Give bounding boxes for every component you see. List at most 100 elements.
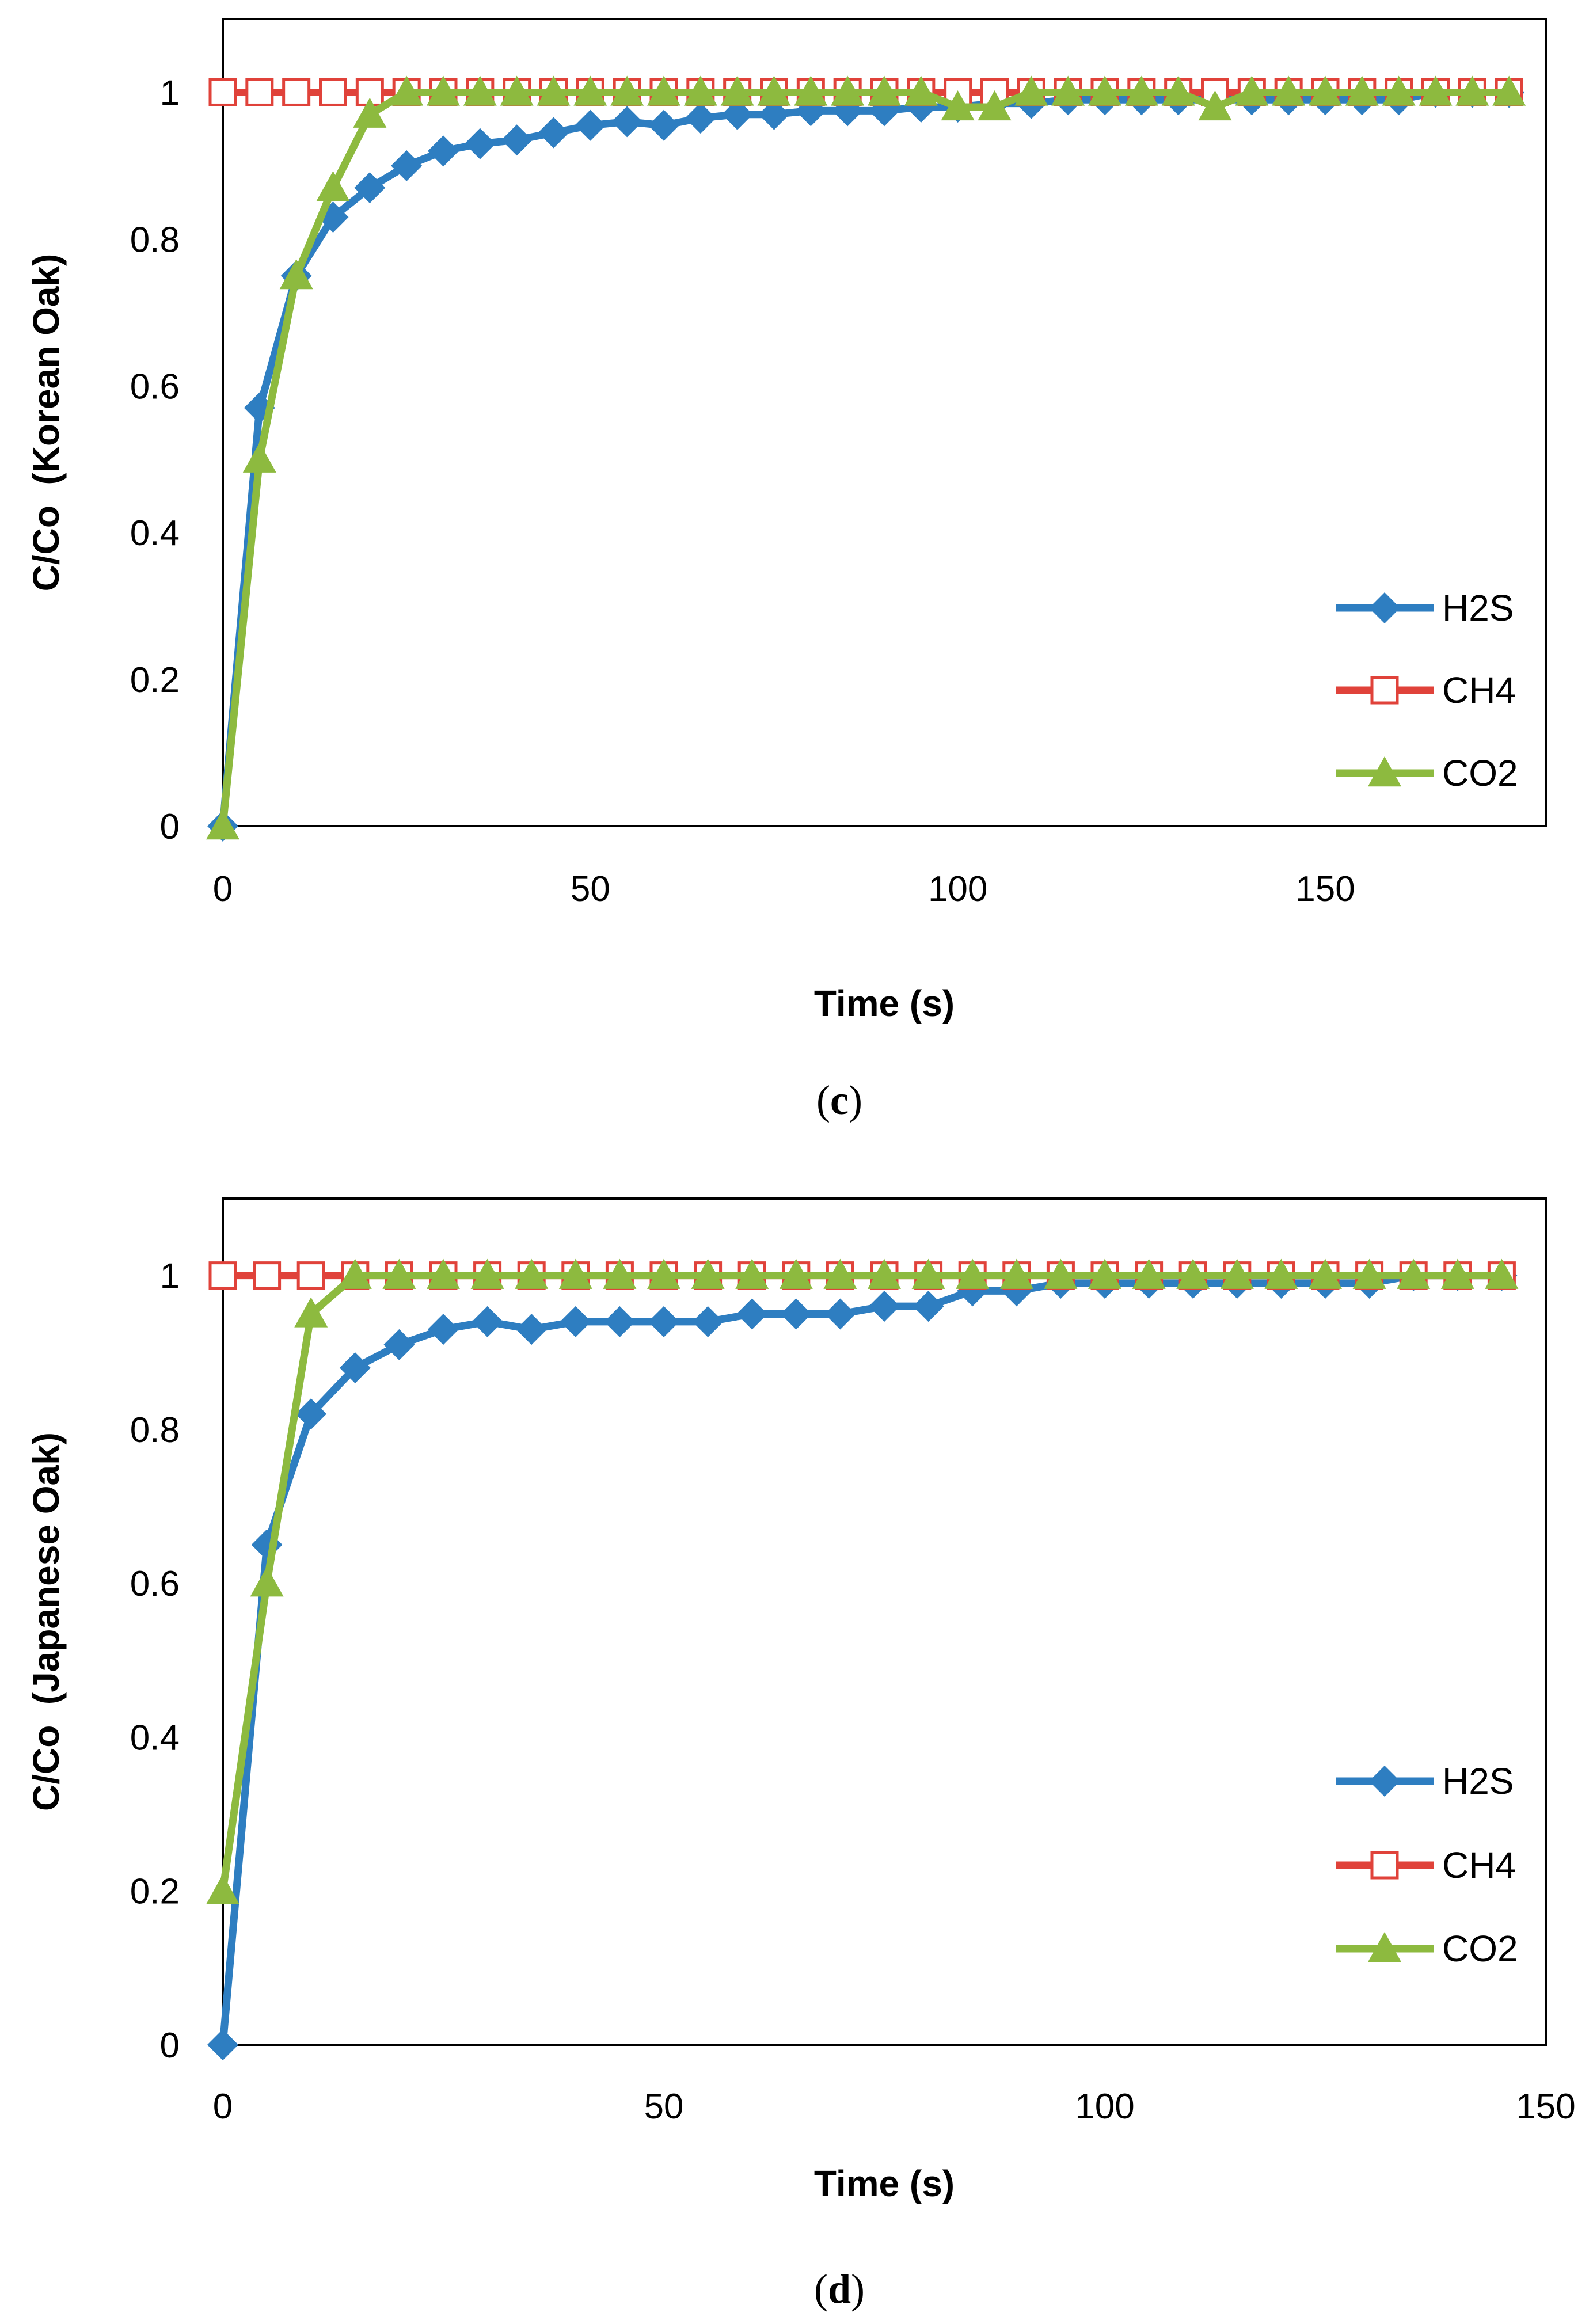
caption-letter: c <box>830 1077 849 1123</box>
series-co2 <box>206 1258 1519 1904</box>
caption-letter: d <box>828 2266 851 2312</box>
data-point-co2 <box>1088 1258 1121 1289</box>
legend-label-ch4: CH4 <box>1442 670 1516 711</box>
data-point-co2 <box>1345 75 1379 106</box>
data-point-h2s <box>721 98 753 130</box>
data-point-co2 <box>911 1258 945 1289</box>
data-point-co2 <box>1124 75 1158 106</box>
data-point-h2s <box>538 117 569 149</box>
data-point-co2 <box>735 1258 769 1289</box>
y-tick-label: 0.4 <box>130 1718 180 1758</box>
legend-label-h2s: H2S <box>1442 587 1514 629</box>
series-line-h2s <box>219 88 1513 830</box>
y-tick-label: 0.4 <box>130 514 180 553</box>
data-point-h2s <box>575 109 606 141</box>
x-tick-label: 150 <box>1516 2087 1575 2127</box>
data-point-h2s <box>648 109 679 141</box>
data-point-h2s <box>692 1306 724 1337</box>
data-point-co2 <box>1198 90 1232 121</box>
legend-marker-co2 <box>1368 1932 1401 1962</box>
data-point-co2 <box>603 1258 637 1289</box>
legend-marker-co2 <box>1368 756 1401 787</box>
caption-close: ) <box>851 2266 865 2312</box>
data-point-co2 <box>831 75 865 106</box>
data-point-co2 <box>279 259 313 290</box>
data-point-co2 <box>1088 75 1121 106</box>
series-line-co2 <box>219 1272 1505 1895</box>
data-point-ch4 <box>319 78 347 106</box>
data-point-h2s <box>207 2029 238 2060</box>
chart-1: 0 0.2 0.4 0.6 0.8 1 0 50 100 150 C/Co (Japanese Oa… <box>25 1197 1576 2312</box>
y-tick-label: 0.6 <box>130 1564 180 1604</box>
data-point-co2 <box>683 75 717 106</box>
plot-area <box>222 18 1547 827</box>
legend: H2S CH4 CO2 <box>1336 587 1518 794</box>
data-point-co2 <box>779 1258 813 1289</box>
chart-0: 0 0.2 0.4 0.6 0.8 1 0 50 100 150 C/Co (Korean Oak)… <box>25 18 1547 1123</box>
data-point-ch4 <box>282 78 311 106</box>
data-point-ch4 <box>208 1261 237 1290</box>
data-point-co2 <box>1485 1258 1519 1289</box>
data-point-co2 <box>956 1258 990 1289</box>
legend-marker-h2s <box>1369 592 1400 623</box>
plot-area <box>222 1197 1547 2046</box>
series-h2s <box>207 77 1525 842</box>
data-point-co2 <box>573 75 607 106</box>
data-point-h2s <box>391 150 423 181</box>
data-point-co2 <box>1051 75 1085 106</box>
series-h2s <box>207 1260 1518 2060</box>
data-point-h2s <box>869 1291 900 1322</box>
legend-label-co2: CO2 <box>1442 1928 1518 1969</box>
data-point-co2 <box>250 1566 284 1597</box>
data-point-h2s <box>472 1306 503 1337</box>
data-point-co2 <box>1161 75 1195 106</box>
data-point-h2s <box>604 1306 636 1337</box>
data-point-co2 <box>1309 1258 1342 1289</box>
data-point-co2 <box>610 75 644 106</box>
data-point-h2s <box>501 124 533 156</box>
y-tick-label: 0 <box>160 807 180 847</box>
caption-open: ( <box>814 2266 828 2312</box>
x-axis-title: Time (s) <box>814 983 955 1024</box>
data-point-co2 <box>1492 75 1526 106</box>
data-point-co2 <box>823 1258 857 1289</box>
data-point-co2 <box>757 75 791 106</box>
data-point-co2 <box>1235 75 1269 106</box>
data-point-co2 <box>500 75 534 106</box>
data-point-co2 <box>1176 1258 1210 1289</box>
data-point-h2s <box>428 1314 459 1345</box>
data-point-co2 <box>691 1258 725 1289</box>
y-tick-label: 0.8 <box>130 1410 180 1450</box>
data-point-co2 <box>1352 1258 1386 1289</box>
data-point-co2 <box>941 90 975 121</box>
data-point-h2s <box>824 1298 856 1330</box>
data-point-h2s <box>611 106 643 138</box>
data-point-h2s <box>428 135 459 167</box>
caption-open: ( <box>816 1077 830 1123</box>
figure-caption: (c) <box>816 1077 862 1123</box>
data-point-co2 <box>868 1258 901 1289</box>
data-point-co2 <box>242 442 276 473</box>
y-axis-title: C/Co (Japanese Oak) <box>25 1432 67 1811</box>
data-point-co2 <box>1397 1258 1431 1289</box>
data-point-h2s <box>339 1352 371 1383</box>
y-tick-label: 1 <box>160 1257 180 1296</box>
caption-close: ) <box>849 1077 862 1123</box>
data-point-co2 <box>999 1258 1033 1289</box>
data-point-co2 <box>1440 1258 1474 1289</box>
y-tick-label: 0.2 <box>130 660 180 700</box>
data-point-co2 <box>904 75 938 106</box>
data-point-co2 <box>1220 1258 1254 1289</box>
data-point-h2s <box>648 1306 679 1337</box>
data-point-h2s <box>758 98 790 130</box>
data-point-co2 <box>1309 75 1342 106</box>
x-tick-label: 50 <box>644 2087 684 2127</box>
legend-label-ch4: CH4 <box>1442 1844 1516 1886</box>
data-point-ch4 <box>296 1261 325 1290</box>
series-co2 <box>206 75 1526 840</box>
legend: H2S CH4 CO2 <box>1336 1760 1518 1969</box>
data-point-h2s <box>464 128 496 159</box>
data-point-co2 <box>470 1258 504 1289</box>
x-tick-label: 50 <box>571 869 610 909</box>
